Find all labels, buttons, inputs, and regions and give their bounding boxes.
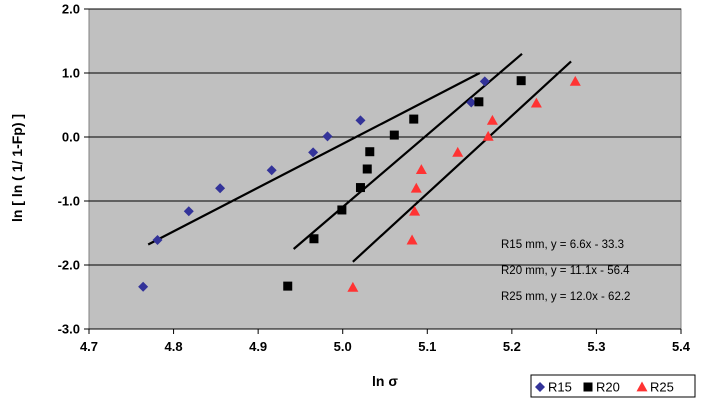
y-tick-label: 2.0 — [62, 2, 80, 17]
legend-marker-r20 — [583, 382, 593, 392]
trend-line-r25 — [352, 60, 572, 263]
point-r15 — [138, 281, 149, 292]
annotation-r25: R25 mm, y = 12.0x - 62.2 — [501, 291, 630, 303]
point-r25 — [486, 114, 498, 125]
legend: R15 R20 R25 — [530, 374, 696, 398]
point-r20 — [516, 76, 526, 86]
legend-label-r15: R15 — [548, 380, 572, 395]
point-r25 — [347, 281, 359, 292]
x-tick-label: 5.4 — [672, 339, 691, 354]
x-tick-label: 4.8 — [165, 339, 183, 354]
point-r20 — [309, 234, 319, 244]
point-r25 — [410, 182, 422, 193]
y-tick-label: 1.0 — [62, 66, 80, 81]
point-r15 — [152, 235, 163, 246]
x-tick-label: 4.9 — [249, 339, 267, 354]
y-tick-label: -3.0 — [58, 322, 80, 337]
point-r15 — [183, 206, 194, 217]
y-axis-ticks: 2.0 1.0 0.0 -1.0 -2.0 -3.0 — [58, 2, 89, 337]
legend-marker-r15 — [535, 382, 545, 392]
point-r15 — [215, 183, 226, 194]
trend-line-r20 — [292, 52, 523, 250]
point-r25 — [406, 234, 418, 245]
point-r15 — [322, 131, 333, 142]
annotation-r15: R15 mm, y = 6.6x - 33.3 — [501, 239, 624, 251]
y-tick-label: -1.0 — [58, 194, 80, 209]
point-r20 — [355, 183, 365, 193]
point-r25 — [530, 97, 542, 108]
trend-lines — [147, 52, 572, 263]
x-tick-label: 5.2 — [503, 339, 521, 354]
point-r20 — [283, 281, 293, 291]
point-r20 — [337, 205, 347, 215]
point-r25 — [569, 75, 581, 86]
point-r15 — [266, 165, 277, 176]
y-tick-label: -2.0 — [58, 258, 80, 273]
point-r15 — [479, 76, 490, 87]
point-r15 — [355, 115, 366, 126]
plot-area — [88, 8, 682, 330]
y-axis-title: ln [ ln ( 1/ 1-Fp) ] — [9, 114, 25, 222]
data-points — [138, 75, 581, 292]
point-r25 — [482, 130, 494, 141]
x-tick-label: 5.3 — [587, 339, 605, 354]
point-r15 — [466, 97, 477, 108]
point-r20 — [409, 114, 419, 124]
x-tick-label: 4.7 — [80, 339, 98, 354]
legend-label-r20: R20 — [596, 380, 620, 395]
point-r20 — [365, 147, 375, 157]
point-r20 — [474, 97, 484, 107]
point-r25 — [452, 146, 464, 157]
annotation-r20: R20 mm, y = 11.1x - 56.4 — [501, 265, 630, 277]
point-r25 — [415, 164, 427, 175]
x-tick-label: 5.0 — [334, 339, 352, 354]
y-tick-label: 0.0 — [62, 130, 80, 145]
point-r15 — [308, 147, 319, 158]
legend-label-r25: R25 — [650, 380, 674, 395]
point-r25 — [409, 205, 421, 216]
point-r20 — [389, 130, 399, 140]
x-axis-title: ln σ — [372, 373, 398, 389]
point-r20 — [362, 164, 372, 174]
legend-box — [530, 374, 696, 398]
x-tick-label: 5.1 — [418, 339, 436, 354]
x-axis-ticks: 4.7 4.8 4.9 5.0 5.1 5.2 5.3 5.4 — [80, 328, 691, 354]
trend-line-r15 — [147, 72, 481, 246]
legend-marker-r25 — [636, 381, 648, 392]
